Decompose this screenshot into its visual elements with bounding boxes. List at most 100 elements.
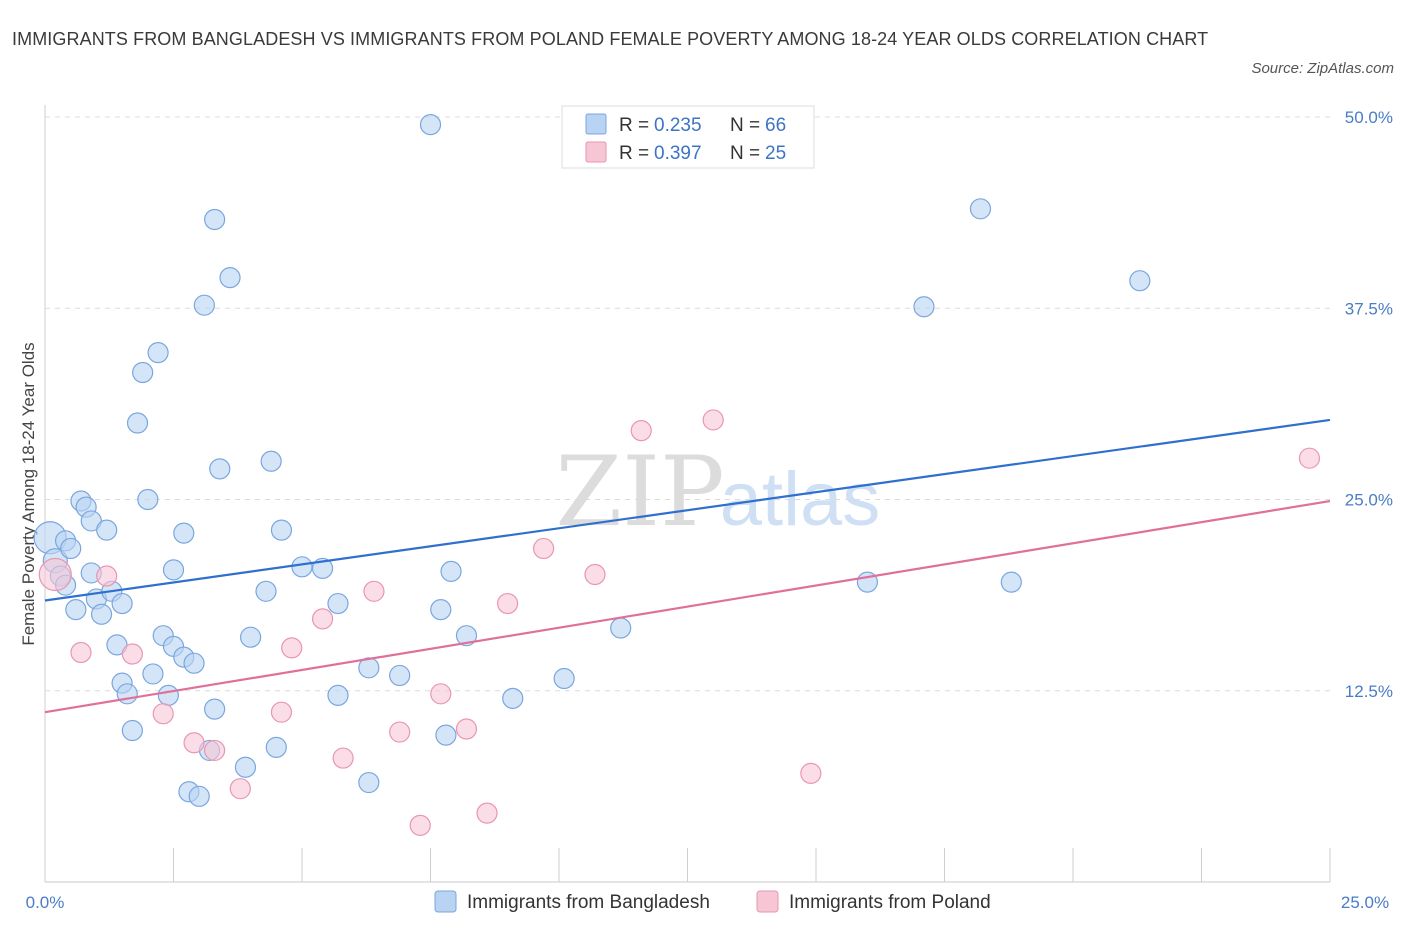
bottom-legend-label-bangladesh: Immigrants from Bangladesh [467, 892, 710, 913]
bottom-legend-swatch-poland [756, 890, 779, 913]
point-poland-0 [38, 557, 72, 592]
point-bangladesh-28 [162, 559, 185, 581]
legend-r-label-poland: R = [619, 143, 649, 164]
trend-line-bangladesh [44, 418, 1331, 602]
trend-lines [44, 418, 1331, 714]
point-poland-14 [409, 814, 431, 836]
point-bangladesh-34 [193, 294, 215, 316]
point-bangladesh-33 [188, 785, 210, 807]
gridlines [45, 116, 1330, 692]
point-poland-23 [800, 762, 822, 784]
legend-n-label-bangladesh: N = [730, 115, 760, 136]
point-poland-7 [229, 778, 251, 800]
point-bangladesh-47 [311, 557, 334, 579]
point-bangladesh-15 [106, 634, 128, 656]
point-bangladesh-54 [430, 599, 452, 621]
point-poland-20 [584, 563, 606, 586]
point-bangladesh-51 [358, 657, 380, 679]
point-poland-17 [476, 802, 498, 824]
point-bangladesh-21 [132, 361, 154, 384]
point-poland-16 [455, 718, 478, 740]
point-poland-9 [281, 637, 303, 659]
x-tick-label-min: 0.0% [26, 893, 65, 912]
y-tick-label-2: 37.5% [1345, 299, 1393, 318]
point-bangladesh-62 [913, 296, 935, 318]
point-poland-6 [204, 739, 226, 762]
point-bangladesh-45 [270, 519, 293, 541]
legend-r-value-poland: 0.397 [654, 143, 702, 164]
bottom-legend: Immigrants from Bangladesh Immigrants fr… [434, 890, 991, 913]
point-bangladesh-44 [265, 736, 287, 758]
point-poland-24 [1298, 447, 1321, 469]
legend-r-label-bangladesh: R = [619, 115, 649, 136]
point-bangladesh-22 [137, 488, 159, 511]
point-bangladesh-43 [260, 450, 282, 472]
point-bangladesh-19 [121, 719, 143, 742]
point-bangladesh-6 [65, 599, 87, 621]
point-bangladesh-38 [209, 458, 231, 480]
point-bangladesh-36 [204, 698, 226, 720]
legend-n-value-poland: 25 [765, 143, 786, 164]
trend-line-poland [44, 499, 1331, 714]
y-tick-label-0: 12.5% [1345, 682, 1393, 701]
point-poland-10 [311, 608, 334, 630]
point-bangladesh-12 [90, 603, 113, 625]
point-poland-11 [332, 747, 354, 769]
point-poland-18 [497, 592, 519, 615]
point-bangladesh-39 [219, 267, 241, 289]
series-poland-points [38, 409, 1321, 836]
source-label: Source: ZipAtlas.com [1251, 60, 1394, 77]
legend-n-label-poland: N = [730, 143, 760, 164]
x-ticks [44, 105, 1331, 882]
x-tick-label-max: 25.0% [1341, 893, 1389, 912]
point-bangladesh-49 [327, 684, 349, 706]
point-poland-1 [70, 641, 92, 664]
point-bangladesh-40 [234, 756, 257, 778]
top-legend: R = 0.235 N = 66 R = 0.397 N = 25 [561, 105, 815, 169]
point-bangladesh-63 [969, 198, 992, 220]
point-bangladesh-65 [1129, 270, 1151, 292]
point-bangladesh-59 [553, 667, 575, 690]
legend-swatch-bangladesh [585, 113, 607, 135]
point-bangladesh-55 [435, 724, 457, 746]
point-bangladesh-50 [358, 771, 380, 794]
point-bangladesh-26 [157, 684, 179, 706]
y-axis-label: Female Poverty Among 18-24 Year Olds [19, 342, 38, 645]
point-bangladesh-64 [1000, 571, 1022, 593]
watermark-zip: ZIP [555, 436, 724, 548]
point-poland-12 [363, 580, 385, 602]
point-bangladesh-5 [60, 537, 82, 560]
point-bangladesh-32 [183, 652, 205, 674]
point-bangladesh-48 [327, 592, 349, 615]
legend-n-value-bangladesh: 66 [765, 115, 786, 136]
point-bangladesh-58 [502, 687, 524, 710]
point-bangladesh-16 [111, 592, 133, 615]
point-bangladesh-56 [440, 560, 462, 583]
point-bangladesh-46 [291, 556, 313, 578]
point-poland-3 [121, 643, 143, 665]
point-bangladesh-57 [455, 625, 478, 647]
point-bangladesh-24 [147, 342, 169, 364]
point-bangladesh-23 [142, 663, 164, 685]
point-bangladesh-42 [255, 580, 277, 602]
point-bangladesh-37 [204, 208, 226, 231]
y-tick-label-1: 25.0% [1345, 491, 1393, 510]
bottom-legend-label-poland: Immigrants from Poland [789, 892, 991, 913]
point-bangladesh-53 [419, 114, 442, 136]
point-poland-15 [430, 683, 452, 705]
point-poland-5 [183, 732, 205, 754]
chart-title: IMMIGRANTS FROM BANGLADESH VS IMMIGRANTS… [12, 29, 1209, 49]
point-poland-22 [702, 409, 724, 431]
legend-r-value-bangladesh: 0.235 [654, 115, 702, 136]
bottom-legend-swatch-bangladesh [434, 890, 457, 913]
y-tick-labels: 12.5% 25.0% 37.5% 50.0% [1345, 108, 1393, 701]
point-bangladesh-9 [80, 510, 102, 532]
point-poland-19 [532, 537, 555, 560]
series-bangladesh-points [33, 114, 1151, 807]
point-poland-2 [96, 565, 118, 587]
y-tick-label-3: 50.0% [1345, 108, 1393, 127]
point-poland-4 [152, 703, 174, 725]
point-poland-8 [270, 701, 293, 723]
point-poland-13 [389, 721, 411, 743]
